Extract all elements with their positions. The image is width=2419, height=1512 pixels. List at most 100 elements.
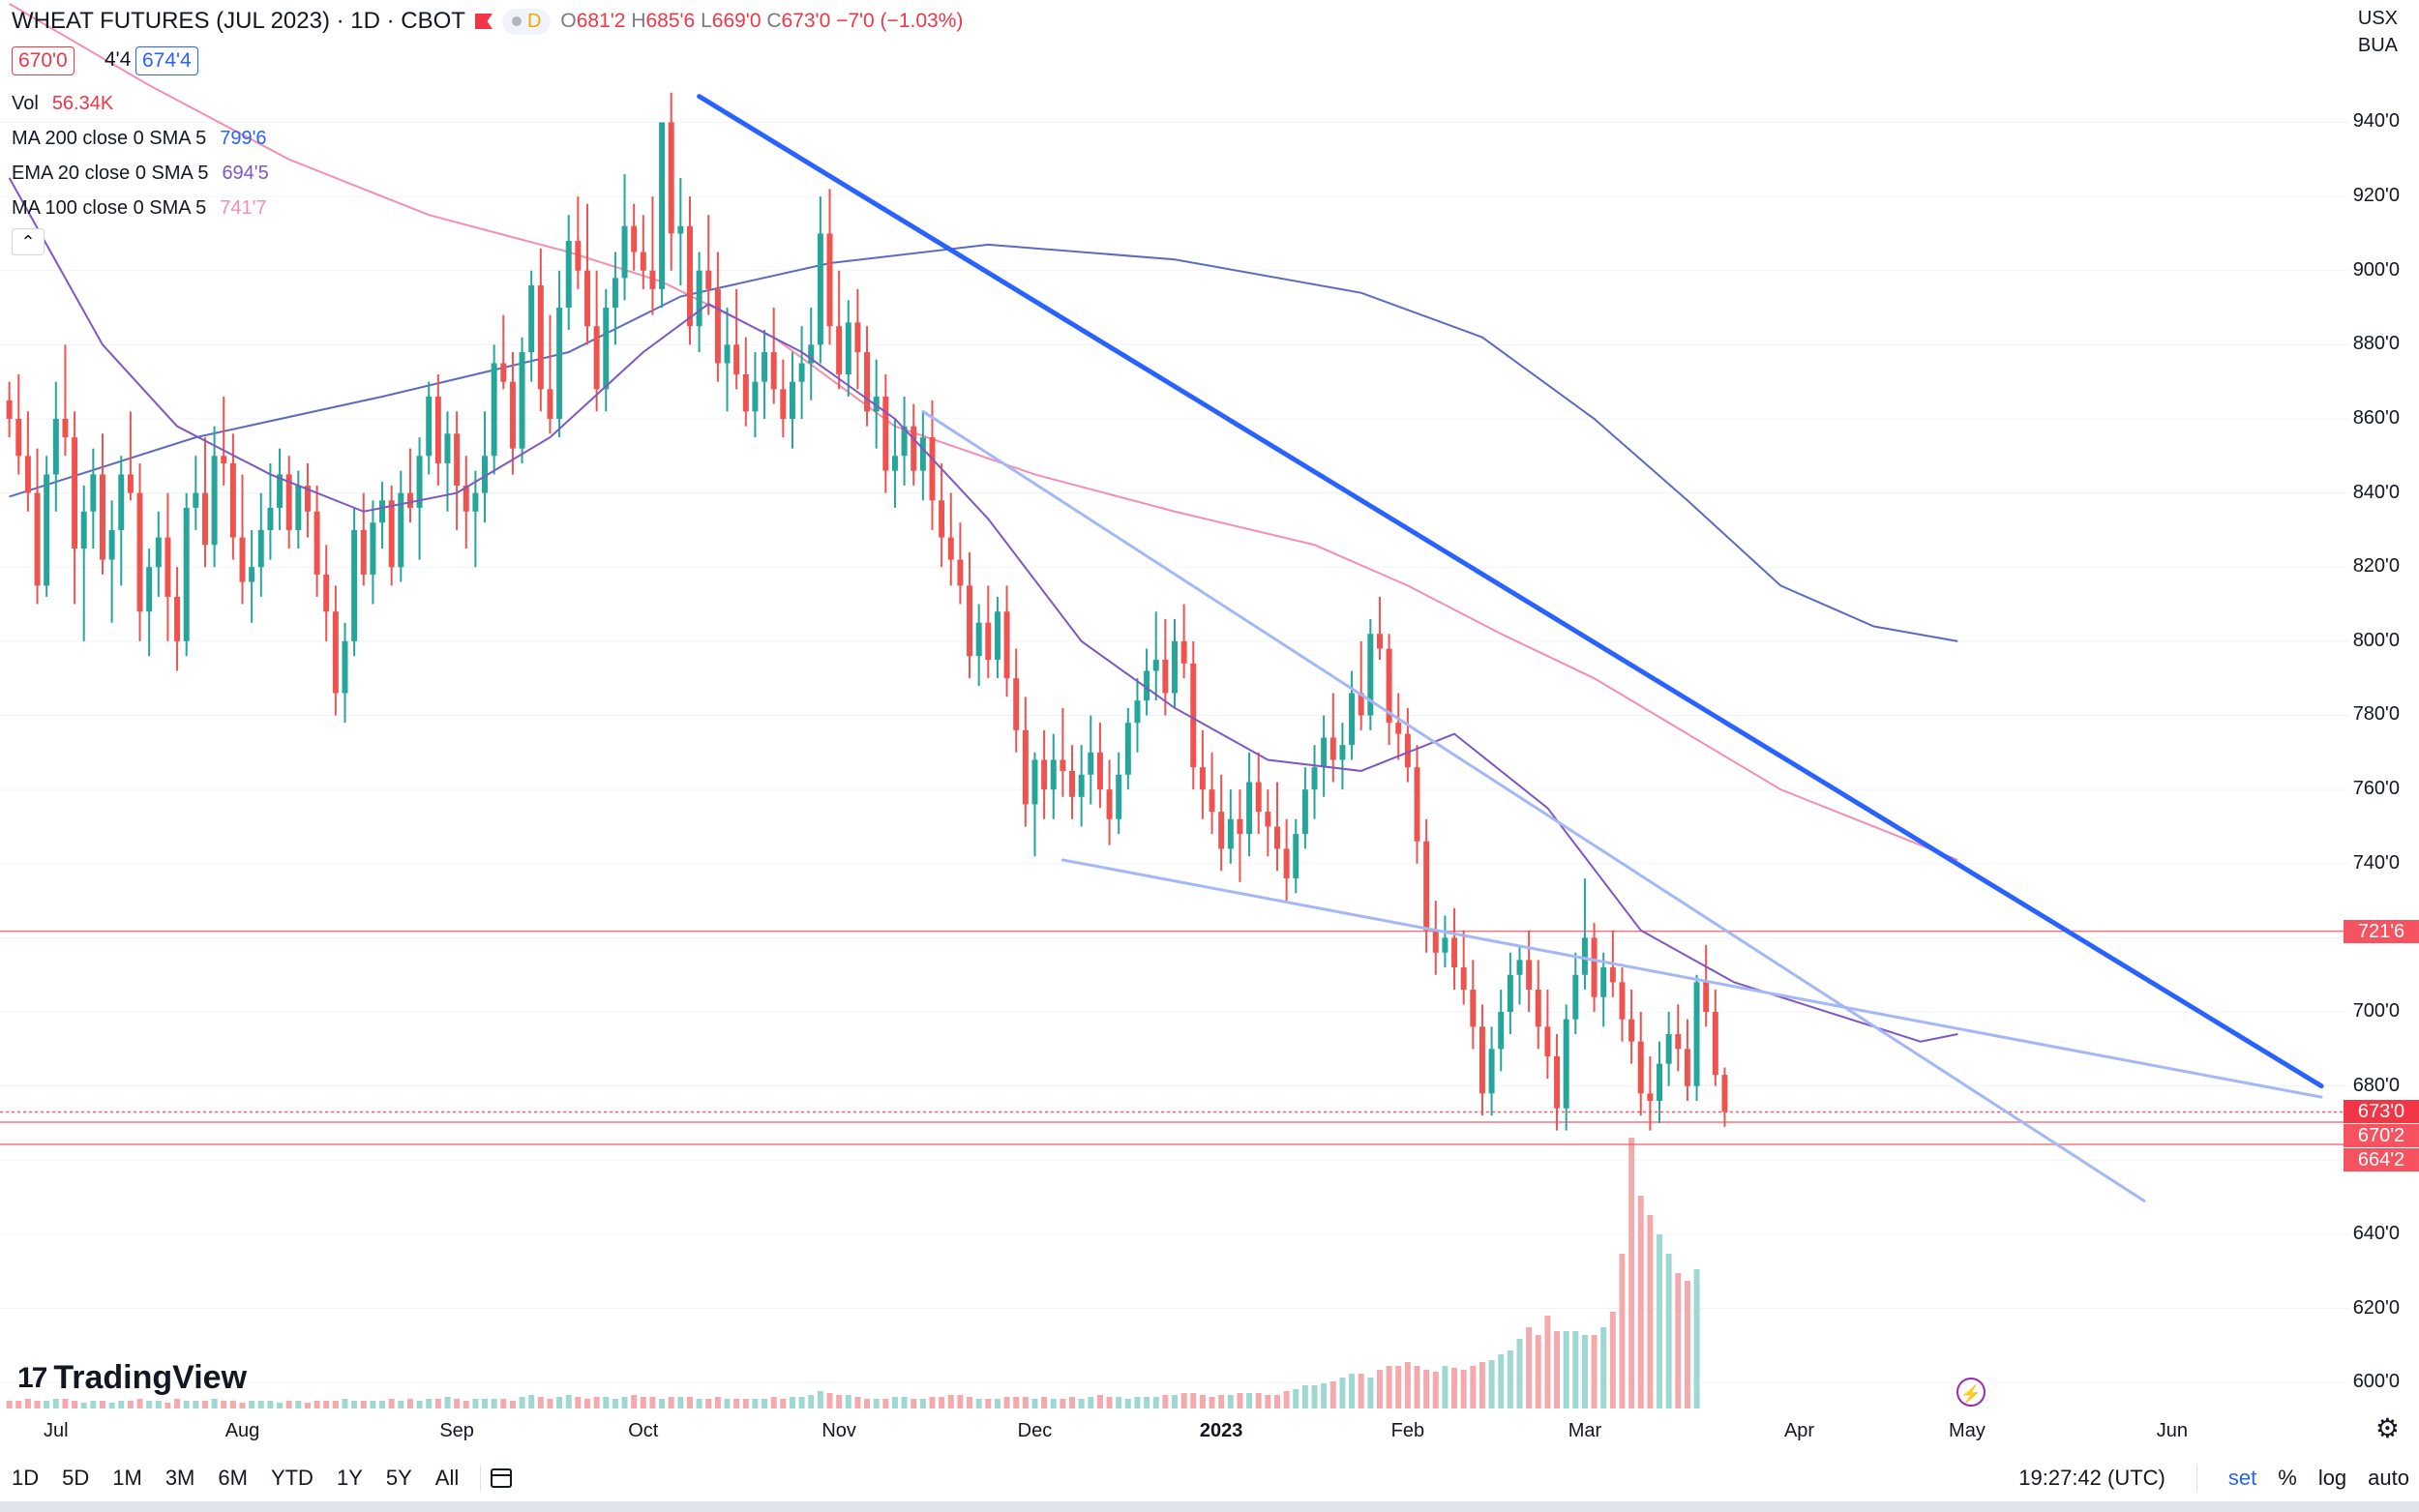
volume-bar <box>24 1399 31 1408</box>
legend-ma200[interactable]: MA 200 close 0 SMA 5 799'6 <box>12 128 267 149</box>
volume-bar <box>1572 1331 1579 1408</box>
candle-body <box>229 462 236 538</box>
buy-price-button[interactable]: 674'4 <box>135 46 198 75</box>
price-tag: 670'2 <box>2344 1124 2419 1148</box>
calendar-icon[interactable] <box>491 1468 513 1488</box>
candle-body <box>1619 982 1626 1020</box>
volume-bar <box>1321 1383 1328 1408</box>
volume-bar <box>1386 1366 1392 1408</box>
symbol-title[interactable]: WHEAT FUTURES (JUL 2023) · 1D · CBOT <box>12 8 465 34</box>
volume-bar <box>1693 1269 1700 1408</box>
candle-body <box>798 363 805 382</box>
time-axis-label: Oct <box>628 1420 659 1441</box>
volume-bar <box>118 1401 125 1408</box>
volume-bar <box>416 1401 423 1408</box>
volume-bar <box>882 1399 889 1408</box>
tradingview-logo[interactable]: 17 TradingView <box>17 1359 248 1396</box>
legend-ema20[interactable]: EMA 20 close 0 SMA 5 694'5 <box>12 163 269 184</box>
candle-body <box>351 529 358 641</box>
market-status-badge[interactable]: D <box>501 8 552 35</box>
price-axis-label: 800'0 <box>2352 629 2400 651</box>
log-scale-toggle[interactable]: log <box>2317 1466 2347 1490</box>
range-6m-button[interactable]: 6M <box>218 1466 248 1490</box>
gear-icon[interactable]: ⚙ <box>2374 1413 2400 1443</box>
candle-body <box>183 507 190 641</box>
candle-body <box>1376 634 1383 649</box>
volume-bar <box>1190 1393 1197 1408</box>
chevron-up-icon[interactable]: ⌃ <box>12 228 45 255</box>
candle-body <box>155 537 162 568</box>
candle-body <box>1078 774 1085 797</box>
range-all-button[interactable]: All <box>434 1466 460 1490</box>
volume-bar <box>826 1393 833 1408</box>
lightning-icon[interactable]: ⚡ <box>1956 1378 1986 1407</box>
candle-body <box>1414 767 1420 842</box>
candle-body <box>342 640 348 694</box>
auto-scale-toggle[interactable]: auto <box>2368 1466 2409 1490</box>
percent-scale-toggle[interactable]: % <box>2278 1466 2297 1490</box>
volume-bar <box>770 1397 777 1408</box>
volume-bar <box>1255 1393 1262 1408</box>
range-1d-button[interactable]: 1D <box>12 1466 40 1490</box>
price-tag: 673'0 <box>2344 1100 2419 1124</box>
volume-bar <box>929 1397 936 1408</box>
status-dot-icon <box>511 16 522 26</box>
volume-bar <box>1088 1397 1094 1408</box>
range-3m-button[interactable]: 3M <box>164 1466 195 1490</box>
volume-bar <box>845 1395 851 1408</box>
flag-icon[interactable] <box>474 14 493 29</box>
range-1y-button[interactable]: 1Y <box>336 1466 363 1490</box>
volume-bar <box>1106 1397 1113 1408</box>
session-toggle[interactable]: set <box>2227 1466 2257 1490</box>
sell-price-button[interactable]: 670'0 <box>12 46 75 75</box>
unit-label[interactable]: BUA <box>2357 35 2398 56</box>
volume-bar <box>1470 1366 1477 1408</box>
volume-bar <box>323 1401 330 1408</box>
volume-bar <box>72 1401 78 1408</box>
candle-body <box>1003 611 1010 679</box>
candle-body <box>99 474 105 560</box>
time-axis-label: 2023 <box>1199 1420 1243 1441</box>
candle-body <box>1712 1012 1718 1076</box>
candle-body <box>1693 982 1700 1086</box>
volume-bar <box>1460 1370 1467 1408</box>
time-axis-label: Feb <box>1390 1420 1425 1441</box>
volume-bar <box>1311 1385 1318 1408</box>
range-5d-button[interactable]: 5D <box>62 1466 90 1490</box>
candle-body <box>136 492 143 612</box>
clock-readout[interactable]: 19:27:42 (UTC) <box>2018 1466 2165 1490</box>
candle-body <box>864 352 871 412</box>
candle-body <box>547 389 553 419</box>
volume-bar <box>201 1401 208 1408</box>
volume-bar <box>575 1397 582 1408</box>
range-5y-button[interactable]: 5Y <box>385 1466 412 1490</box>
candle-body <box>817 233 823 345</box>
candle-body <box>1358 693 1364 716</box>
range-1m-button[interactable]: 1M <box>112 1466 142 1490</box>
candle-body <box>193 492 199 508</box>
candle-body <box>714 288 721 364</box>
candle-body <box>612 278 618 309</box>
volume-bar <box>1637 1196 1644 1408</box>
chart-header: WHEAT FUTURES (JUL 2023) · 1D · CBOT D O… <box>12 8 963 35</box>
volume-bar <box>593 1397 600 1408</box>
volume-bar <box>752 1399 759 1408</box>
volume-bar <box>780 1399 787 1408</box>
price-axis-label: 920'0 <box>2352 185 2400 207</box>
candle-body <box>1329 737 1336 760</box>
candle-body <box>146 567 153 612</box>
candle-body <box>1721 1075 1728 1112</box>
volume-bar <box>193 1401 199 1408</box>
candle-body <box>1665 1034 1672 1064</box>
volume-bar <box>1078 1399 1085 1408</box>
currency-label[interactable]: USX <box>2357 8 2398 29</box>
candle-body <box>1478 1026 1485 1094</box>
candle-body <box>939 500 945 538</box>
legend-ma100[interactable]: MA 100 close 0 SMA 5 741'7 <box>12 197 267 219</box>
volume-bar <box>52 1399 59 1408</box>
volume-bar <box>1498 1354 1505 1408</box>
legend-volume[interactable]: Vol 56.34K <box>12 93 114 114</box>
range-ytd-button[interactable]: YTD <box>270 1466 314 1490</box>
candle-body <box>649 270 656 289</box>
